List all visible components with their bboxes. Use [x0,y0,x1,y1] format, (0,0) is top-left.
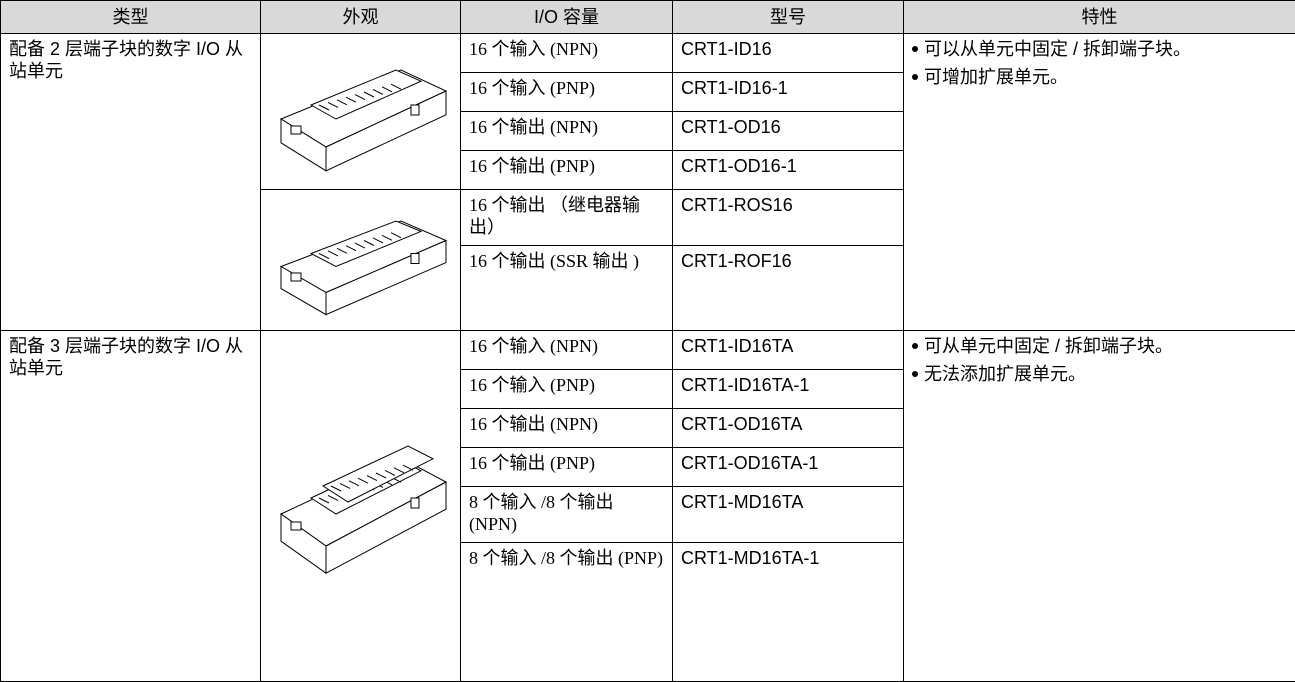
feature-item: 可从单元中固定 / 拆卸端子块。 [912,335,1287,357]
io-capacity-cell: 8 个输入 /8 个输出 (PNP) [461,543,673,682]
io-capacity-cell: 16 个输入 (NPN) [461,331,673,370]
feature-item: 可增加扩展单元。 [912,66,1287,88]
feature-text: 可以从单元中固定 / 拆卸端子块。 [924,38,1191,60]
bullet [912,74,918,80]
feature-text: 可增加扩展单元。 [924,66,1068,88]
model-cell: CRT1-MD16TA-1 [673,543,904,682]
io-capacity-cell: 16 个输出 (PNP) [461,151,673,190]
model-cell: CRT1-OD16-1 [673,151,904,190]
model-cell: CRT1-OD16TA-1 [673,448,904,487]
bullet [912,46,918,52]
appearance-cell [261,331,461,682]
header-cell: 型号 [673,1,904,34]
header-cell: 类型 [1,1,261,34]
model-cell: CRT1-ID16TA [673,331,904,370]
model-cell: CRT1-MD16TA [673,487,904,543]
device-drawing [271,426,451,586]
model-cell: CRT1-ROS16 [673,190,904,246]
feature-item: 无法添加扩展单元。 [912,363,1287,385]
model-cell: CRT1-OD16 [673,112,904,151]
io-capacity-cell: 16 个输出 (PNP) [461,448,673,487]
features-cell: 可以从单元中固定 / 拆卸端子块。可增加扩展单元。 [904,34,1295,331]
io-capacity-cell: 16 个输出 (NPN) [461,409,673,448]
device-drawing [271,195,451,325]
header-cell: I/O 容量 [461,1,673,34]
model-cell: CRT1-OD16TA [673,409,904,448]
type-cell: 配备 3 层端子块的数字 I/O 从站单元 [1,331,261,682]
io-capacity-cell: 16 个输入 (PNP) [461,370,673,409]
io-capacity-cell: 8 个输入 /8 个输出 (NPN) [461,487,673,543]
features-cell: 可从单元中固定 / 拆卸端子块。无法添加扩展单元。 [904,331,1295,682]
feature-text: 可从单元中固定 / 拆卸端子块。 [924,335,1173,357]
io-capacity-cell: 16 个输出 (SSR 输出 ) [461,246,673,331]
bullet [912,343,918,349]
bullet [912,371,918,377]
model-cell: CRT1-ID16-1 [673,73,904,112]
device-drawing [271,42,451,182]
type-cell: 配备 2 层端子块的数字 I/O 从站单元 [1,34,261,331]
appearance-cell [261,34,461,190]
io-capacity-cell: 16 个输入 (NPN) [461,34,673,73]
appearance-cell [261,190,461,331]
feature-text: 无法添加扩展单元。 [924,363,1086,385]
io-capacity-cell: 16 个输出 （继电器输出） [461,190,673,246]
io-capacity-cell: 16 个输出 (NPN) [461,112,673,151]
feature-item: 可以从单元中固定 / 拆卸端子块。 [912,38,1287,60]
model-cell: CRT1-ID16 [673,34,904,73]
header-cell: 外观 [261,1,461,34]
io-capacity-cell: 16 个输入 (PNP) [461,73,673,112]
header-cell: 特性 [904,1,1295,34]
model-cell: CRT1-ROF16 [673,246,904,331]
model-cell: CRT1-ID16TA-1 [673,370,904,409]
